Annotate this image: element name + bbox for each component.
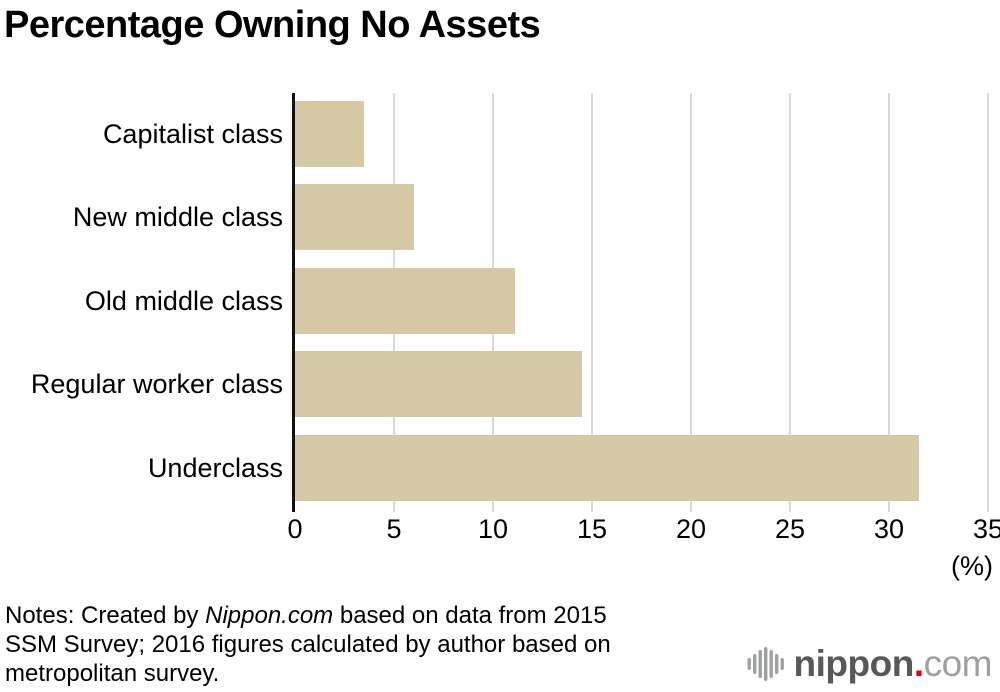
nippon-logo-text: nippon.com (793, 643, 993, 684)
gridline (591, 93, 593, 512)
x-axis-unit-label: (%) (951, 551, 993, 581)
x-tick-label: 25 (774, 514, 806, 544)
bar-new-middle-class (295, 184, 414, 251)
notes-text: metropolitan survey. (5, 660, 220, 687)
notes-source-name: Nippon.com (205, 602, 334, 629)
gridline (888, 93, 890, 512)
x-tick-label: 5 (386, 514, 402, 544)
logo-name: nippon (793, 643, 915, 684)
x-tick-label: 10 (477, 514, 509, 544)
logo-dot: . (913, 643, 924, 684)
notes-text: Notes: Created by (5, 602, 206, 629)
category-label: Capitalist class (102, 119, 283, 149)
x-tick-label: 15 (576, 514, 608, 544)
chart-notes: Notes: Created by Nippon.com based on da… (5, 601, 611, 688)
bar-underclass (295, 434, 919, 501)
category-label: New middle class (72, 202, 283, 233)
category-label: Underclass (147, 452, 283, 483)
x-tick-label: 35 (972, 514, 1000, 544)
plot-area (292, 93, 989, 512)
gridline (987, 93, 989, 512)
chart-title: Percentage Owning No Assets (4, 4, 541, 46)
bar-capitalist-class (295, 101, 365, 167)
soundwave-bars-icon (747, 647, 784, 681)
notes-text: SSM Survey; 2016 figures calculated by a… (5, 631, 611, 658)
notes-text: based on data from 2015 (333, 602, 607, 629)
x-tick-label: 30 (873, 514, 905, 544)
bar-old-middle-class (295, 267, 515, 334)
logo-tld: com (923, 643, 993, 684)
category-axis-labels: Capitalist class New middle class Old midd… (0, 93, 283, 512)
gridline (789, 93, 791, 512)
bar-regular-worker-class (295, 351, 583, 418)
x-tick-label: 20 (675, 514, 707, 544)
nippon-logo: nippon.com (747, 643, 993, 685)
category-label: Old middle class (84, 285, 283, 316)
category-label: Regular worker class (30, 369, 283, 400)
gridline (690, 93, 692, 512)
x-tick-label: 0 (287, 514, 303, 544)
